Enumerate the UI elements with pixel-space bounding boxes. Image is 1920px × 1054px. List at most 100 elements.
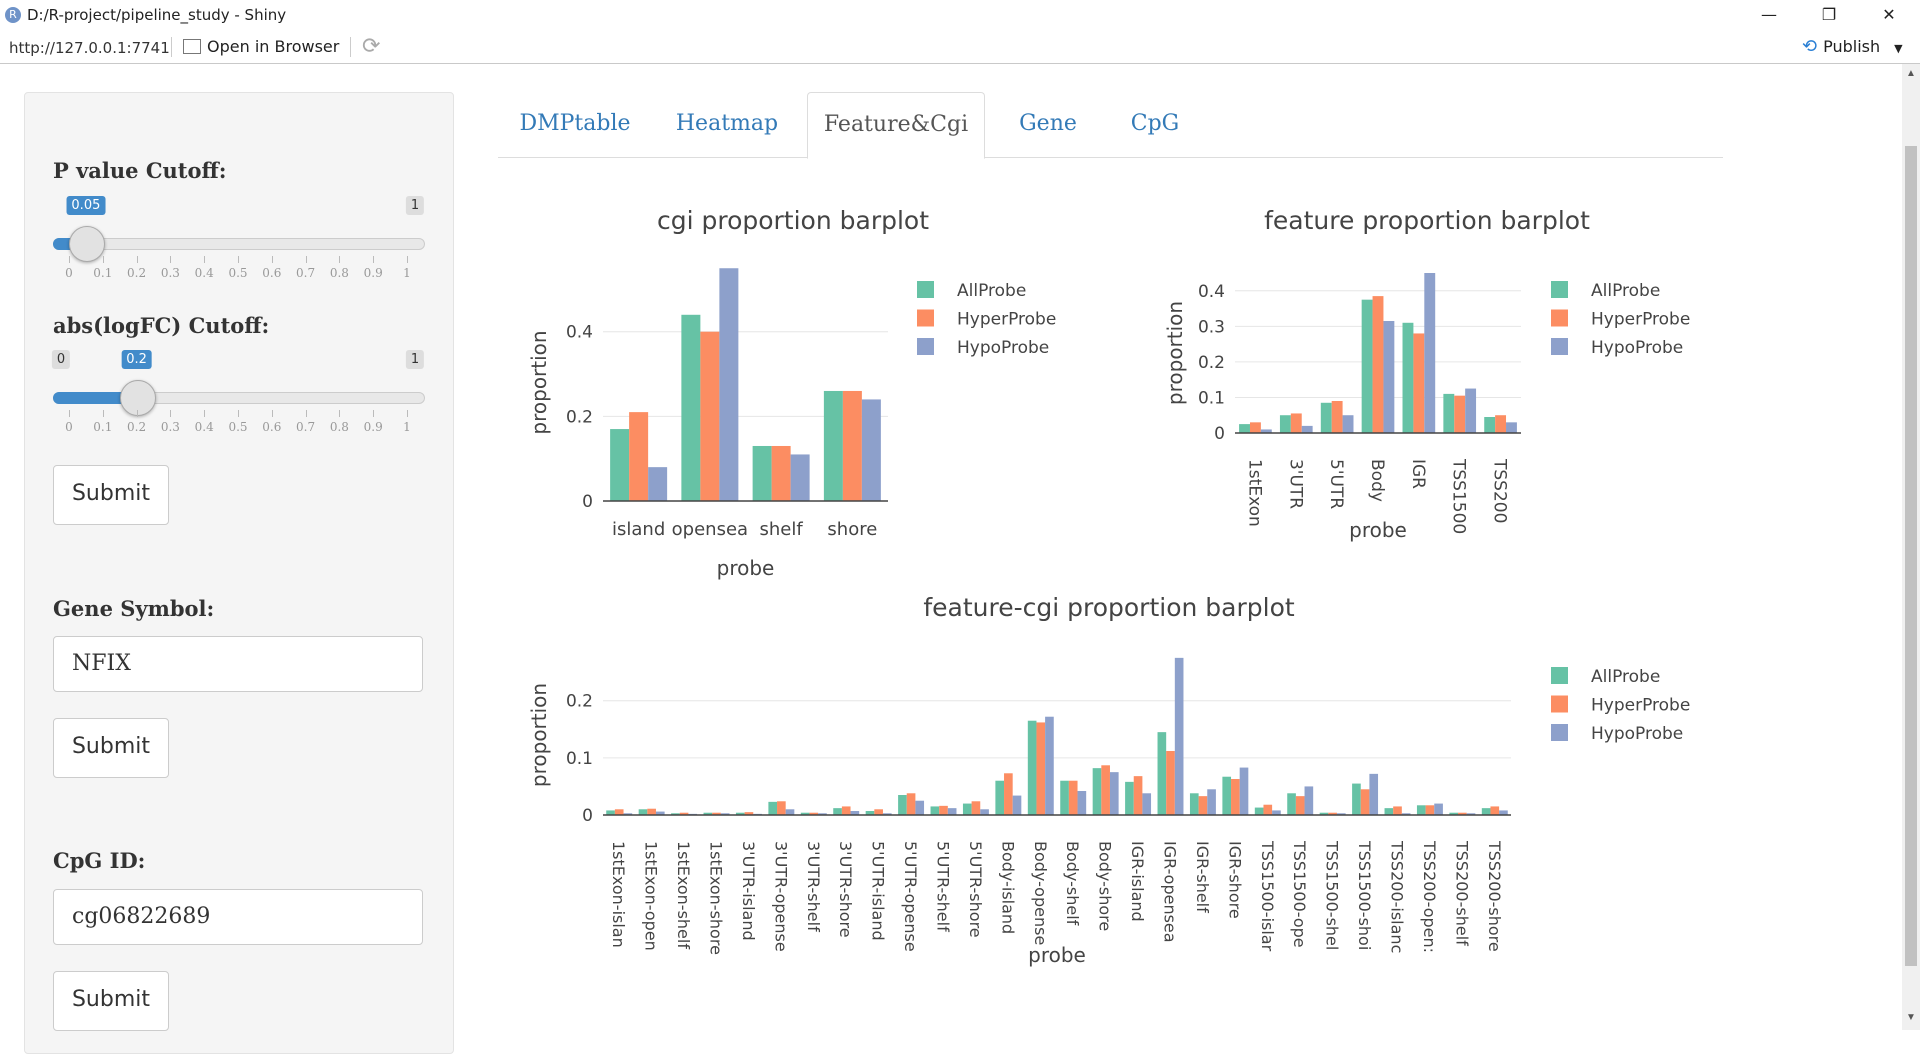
bar-allprobe — [823, 390, 843, 501]
window-titlebar: R D:/R-project/pipeline_study - Shiny — … — [0, 0, 1920, 30]
bar-hypoprobe — [648, 467, 668, 501]
pvalue-slider[interactable]: 0.05 1 0 0.1 0.2 0.3 0.4 0.5 0.6 0.7 0.8 0.9 1 — [53, 196, 425, 280]
logfc-slider[interactable]: 0 0.2 1 0 0.1 0.2 0.3 0.4 0.5 0.6 0.7 0.8 0.9 1 — [51, 350, 425, 434]
bar-allprobe — [703, 812, 713, 815]
y-tick-label: 0.4 — [566, 323, 593, 343]
slider-tick-label: 0.8 — [329, 266, 349, 280]
close-icon[interactable]: ✕ — [1882, 5, 1896, 24]
reload-icon[interactable]: ⟳ — [362, 34, 381, 59]
bar-hypoprobe — [1336, 813, 1346, 815]
slider-max-label: 1 — [405, 196, 425, 215]
gene-submit-button[interactable]: Submit — [53, 718, 169, 778]
chart-title: feature proportion barplot — [1264, 206, 1590, 235]
bar-hyperprobe — [1454, 395, 1466, 433]
bar-allprobe — [995, 780, 1005, 815]
tab-cpg[interactable]: CpG — [1130, 111, 1180, 136]
bar-hyperprobe — [1490, 806, 1500, 815]
x-tick-label: 5'UTR-shore — [966, 841, 985, 938]
minimize-icon[interactable]: — — [1761, 5, 1777, 24]
bar-allprobe — [1443, 393, 1455, 433]
bar-hyperprobe — [1458, 812, 1467, 815]
restore-icon[interactable]: ❐ — [1821, 5, 1837, 24]
x-tick-label: Body-shore — [1096, 841, 1115, 931]
slider-tick-label: 0.7 — [296, 420, 316, 434]
browser-window-icon — [183, 39, 201, 54]
cutoff-submit-button[interactable]: Submit — [53, 465, 169, 525]
scroll-thumb[interactable] — [1905, 146, 1917, 966]
bar-hyperprobe — [1495, 415, 1507, 433]
y-tick-label: 0 — [1214, 424, 1225, 444]
slider-tick-label: 0.4 — [194, 420, 214, 434]
x-tick-label: IGR — [1408, 459, 1428, 489]
bar-hypoprobe — [655, 811, 665, 815]
cpg-submit-button[interactable]: Submit — [53, 971, 169, 1031]
bar-allprobe — [1402, 322, 1414, 433]
bar-hypoprobe — [850, 811, 860, 815]
cpg-id-input[interactable]: cg06822689 — [53, 889, 423, 945]
x-tick-label: 5'UTR-island — [869, 841, 888, 941]
tab-feature-cgi[interactable]: Feature&Cgi — [807, 92, 985, 159]
tab-dmptable[interactable]: DMPtable — [519, 111, 631, 136]
slider-tick-label: 0.7 — [296, 266, 316, 280]
x-tick-label: TSS1500-shel — [1323, 840, 1342, 950]
publish-icon: ⟲ — [1802, 36, 1818, 57]
window-title: D:/R-project/pipeline_study - Shiny — [27, 6, 287, 24]
open-in-browser-label: Open in Browser — [207, 37, 340, 56]
legend-swatch — [1551, 309, 1568, 327]
bar-allprobe — [800, 812, 810, 815]
x-tick-label: 3'UTR-opense — [771, 841, 790, 952]
x-tick-label: 5'UTR — [1326, 459, 1346, 509]
bar-hypoprobe — [915, 800, 925, 815]
y-tick-label: 0 — [582, 492, 593, 512]
chart-title: feature-cgi proportion barplot — [923, 593, 1295, 622]
tab-gene[interactable]: Gene — [1019, 111, 1077, 136]
scroll-up-icon[interactable]: ▲ — [1906, 68, 1916, 79]
bar-allprobe — [1361, 299, 1373, 433]
bar-hypoprobe — [1207, 789, 1216, 815]
url-text: http://127.0.0.1:7741 — [9, 39, 170, 57]
slider-tick-label: 0.9 — [363, 266, 383, 280]
bar-hypoprobe — [1239, 767, 1249, 815]
tab-heatmap[interactable]: Heatmap — [675, 111, 779, 136]
x-tick-label: TSS200-shore — [1485, 840, 1504, 952]
bar-hypoprobe — [882, 813, 892, 815]
x-tick-label: TSS200-shelf — [1452, 840, 1471, 946]
toolbar-divider — [171, 37, 172, 57]
chart-title: cgi proportion barplot — [657, 206, 929, 235]
x-tick-label: 3'UTR-island — [739, 841, 758, 941]
charts-area: cgi proportion barplot 0 0.2 0.4 island opens… — [527, 206, 1690, 967]
slider-tick-label: 0.8 — [329, 420, 349, 434]
bar-hyperprobe — [1290, 413, 1302, 433]
publish-button[interactable]: ⟲ Publish ▼ — [1802, 36, 1903, 57]
y-axis-label: proportion — [1163, 301, 1187, 405]
x-tick-label: 3'UTR-shore — [836, 841, 855, 938]
x-tick-label: shelf — [760, 519, 804, 540]
x-tick-label: IGR-opensea — [1161, 841, 1180, 943]
slider-tick-label: 0.9 — [363, 420, 383, 434]
bar-hypoprobe — [980, 809, 989, 815]
vertical-scrollbar[interactable]: ▲ ▼ — [1902, 64, 1920, 1030]
slider-tick — [238, 256, 239, 263]
slider-handle[interactable] — [119, 380, 156, 416]
bar-hypoprobe — [623, 813, 633, 815]
bar-hypoprobe — [947, 808, 957, 815]
open-in-browser-button[interactable]: Open in Browser — [183, 37, 339, 56]
bar-allprobe — [1484, 417, 1496, 433]
slider-handle[interactable] — [68, 226, 105, 262]
bar-allprobe — [1320, 402, 1332, 433]
gene-symbol-input[interactable]: NFIX — [53, 636, 423, 692]
bar-allprobe — [1481, 808, 1491, 815]
legend-label: HypoProbe — [957, 338, 1049, 358]
x-tick-label: Body-opense — [1031, 841, 1050, 945]
slider-tick — [136, 410, 138, 417]
bar-hyperprobe — [1166, 751, 1175, 815]
bar-hypoprobe — [1424, 273, 1436, 433]
feature-cgi-proportion-barplot: feature-cgi proportion barplot 0 0.1 0.2 1st… — [527, 593, 1690, 967]
bar-hypoprobe — [790, 454, 810, 501]
bar-allprobe — [610, 429, 630, 501]
scroll-down-icon[interactable]: ▼ — [1906, 1012, 1916, 1023]
chevron-down-icon[interactable]: ▼ — [1894, 42, 1903, 55]
y-tick-label: 0.3 — [1198, 317, 1225, 337]
x-axis-label: probe — [1349, 518, 1407, 542]
legend-swatch — [1551, 724, 1568, 741]
